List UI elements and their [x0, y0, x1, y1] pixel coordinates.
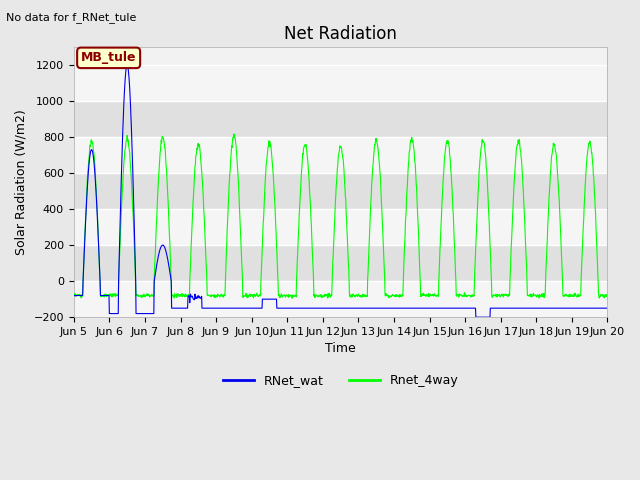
- Bar: [74, 209, 607, 245]
- Bar: [74, 281, 607, 317]
- Bar: [74, 173, 607, 209]
- X-axis label: Time: Time: [325, 342, 356, 356]
- Legend: RNet_wat, Rnet_4way: RNet_wat, Rnet_4way: [218, 369, 463, 392]
- Title: Net Radiation: Net Radiation: [284, 24, 397, 43]
- Bar: [74, 137, 607, 173]
- Y-axis label: Solar Radiation (W/m2): Solar Radiation (W/m2): [15, 109, 28, 255]
- Bar: [74, 245, 607, 281]
- Text: MB_tule: MB_tule: [81, 51, 136, 64]
- Bar: [74, 101, 607, 137]
- Bar: [74, 65, 607, 101]
- Text: No data for f_RNet_tule: No data for f_RNet_tule: [6, 12, 137, 23]
